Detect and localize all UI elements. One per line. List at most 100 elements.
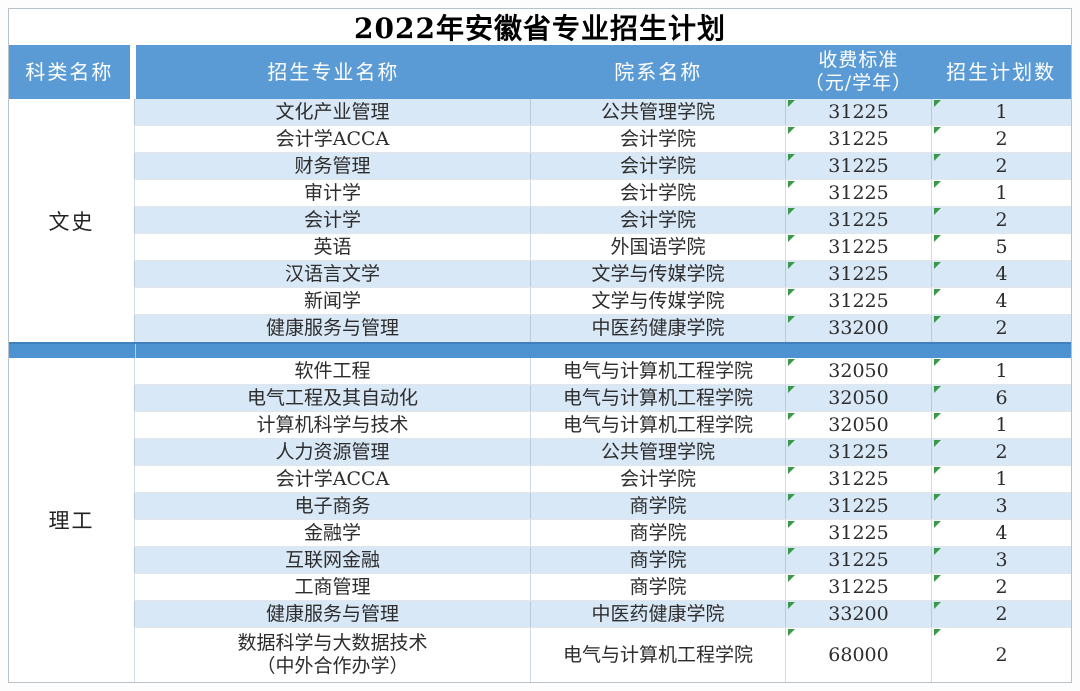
number-as-text-indicator-icon bbox=[788, 208, 795, 215]
major-cell: 互联网金融 bbox=[134, 547, 530, 573]
college-cell: 会计学院 bbox=[530, 466, 785, 492]
major-cell: 数据科学与大数据技术 （中外合作办学） bbox=[134, 628, 530, 682]
table-row: 人力资源管理 公共管理学院 31225 2 bbox=[134, 439, 1071, 466]
number-as-text-indicator-icon bbox=[788, 262, 795, 269]
college-cell: 公共管理学院 bbox=[530, 99, 785, 125]
plan-cell: 1 bbox=[931, 99, 1071, 125]
fee-cell: 31225 bbox=[785, 493, 931, 519]
enrollment-plan-table: 2022年安徽省专业招生计划 科类名称 招生专业名称 院系名称 收费标准 （元/… bbox=[8, 8, 1072, 683]
category-cell: 文史 bbox=[9, 99, 134, 342]
category-cell: 理工 bbox=[9, 358, 134, 682]
major-cell: 计算机科学与技术 bbox=[134, 412, 530, 438]
table-row: 电子商务 商学院 31225 3 bbox=[134, 493, 1071, 520]
college-cell: 电气与计算机工程学院 bbox=[530, 412, 785, 438]
section-rows: 软件工程 电气与计算机工程学院 32050 1 电气工程及其自动化 电气与计算机工程学院 3… bbox=[134, 358, 1071, 682]
fee-cell: 32050 bbox=[785, 412, 931, 438]
number-as-text-indicator-icon bbox=[934, 575, 941, 582]
plan-cell: 2 bbox=[931, 628, 1071, 682]
college-cell: 中医药健康学院 bbox=[530, 601, 785, 627]
table-row: 新闻学 文学与传媒学院 31225 4 bbox=[134, 288, 1071, 315]
plan-cell: 1 bbox=[931, 358, 1071, 384]
number-as-text-indicator-icon bbox=[934, 467, 941, 474]
number-as-text-indicator-icon bbox=[788, 359, 795, 366]
number-as-text-indicator-icon bbox=[788, 154, 795, 161]
plan-cell: 2 bbox=[931, 439, 1071, 465]
header-fee-line1: 收费标准 bbox=[818, 49, 899, 72]
college-cell: 商学院 bbox=[530, 493, 785, 519]
major-cell: 金融学 bbox=[134, 520, 530, 546]
major-cell: 电子商务 bbox=[134, 493, 530, 519]
major-cell: 健康服务与管理 bbox=[134, 315, 530, 342]
section-理工: 理工 软件工程 电气与计算机工程学院 32050 1 电气工程及其自动化 电气与计算机工程学… bbox=[9, 358, 1071, 682]
plan-cell: 4 bbox=[931, 261, 1071, 287]
fee-cell: 31225 bbox=[785, 466, 931, 492]
number-as-text-indicator-icon bbox=[788, 494, 795, 501]
number-as-text-indicator-icon bbox=[934, 154, 941, 161]
college-cell: 电气与计算机工程学院 bbox=[530, 385, 785, 411]
table-row: 财务管理 会计学院 31225 2 bbox=[134, 153, 1071, 180]
number-as-text-indicator-icon bbox=[934, 413, 941, 420]
college-cell: 电气与计算机工程学院 bbox=[530, 628, 785, 682]
college-cell: 会计学院 bbox=[530, 207, 785, 233]
fee-cell: 31225 bbox=[785, 439, 931, 465]
number-as-text-indicator-icon bbox=[934, 521, 941, 528]
plan-cell: 1 bbox=[931, 466, 1071, 492]
college-cell: 商学院 bbox=[530, 520, 785, 546]
fee-cell: 68000 bbox=[785, 628, 931, 682]
number-as-text-indicator-icon bbox=[934, 440, 941, 447]
fee-cell: 31225 bbox=[785, 153, 931, 179]
fee-cell: 31225 bbox=[785, 261, 931, 287]
number-as-text-indicator-icon bbox=[788, 602, 795, 609]
number-as-text-indicator-icon bbox=[934, 208, 941, 215]
college-cell: 商学院 bbox=[530, 547, 785, 573]
college-cell: 会计学院 bbox=[530, 180, 785, 206]
plan-cell: 1 bbox=[931, 412, 1071, 438]
plan-cell: 4 bbox=[931, 288, 1071, 314]
header-major: 招生专业名称 bbox=[267, 60, 400, 84]
major-cell: 会计学ACCA bbox=[134, 126, 530, 152]
college-cell: 文学与传媒学院 bbox=[530, 261, 785, 287]
major-cell: 审计学 bbox=[134, 180, 530, 206]
fee-cell: 31225 bbox=[785, 126, 931, 152]
major-cell: 英语 bbox=[134, 234, 530, 260]
major-cell: 会计学 bbox=[134, 207, 530, 233]
plan-cell: 1 bbox=[931, 180, 1071, 206]
table-row: 会计学 会计学院 31225 2 bbox=[134, 207, 1071, 234]
number-as-text-indicator-icon bbox=[934, 629, 941, 636]
table-row: 审计学 会计学院 31225 1 bbox=[134, 180, 1071, 207]
number-as-text-indicator-icon bbox=[934, 494, 941, 501]
table-row: 金融学 商学院 31225 4 bbox=[134, 520, 1071, 547]
table-row: 英语 外国语学院 31225 5 bbox=[134, 234, 1071, 261]
fee-cell: 32050 bbox=[785, 385, 931, 411]
plan-cell: 2 bbox=[931, 601, 1071, 627]
fee-cell: 31225 bbox=[785, 234, 931, 260]
major-cell: 健康服务与管理 bbox=[134, 601, 530, 627]
plan-cell: 4 bbox=[931, 520, 1071, 546]
number-as-text-indicator-icon bbox=[934, 235, 941, 242]
table-row: 软件工程 电气与计算机工程学院 32050 1 bbox=[134, 358, 1071, 385]
header-fee: 收费标准 （元/学年） bbox=[786, 45, 932, 99]
header-category: 科类名称 bbox=[9, 45, 136, 99]
major-cell: 人力资源管理 bbox=[134, 439, 530, 465]
major-cell: 会计学ACCA bbox=[134, 466, 530, 492]
fee-cell: 31225 bbox=[785, 288, 931, 314]
number-as-text-indicator-icon bbox=[788, 413, 795, 420]
section-rows: 文化产业管理 公共管理学院 31225 1 会计学ACCA 会计学院 31225 2 财务管理会… bbox=[134, 99, 1071, 342]
number-as-text-indicator-icon bbox=[788, 316, 795, 323]
fee-cell: 33200 bbox=[785, 601, 931, 627]
plan-cell: 6 bbox=[931, 385, 1071, 411]
table-row: 数据科学与大数据技术 （中外合作办学） 电气与计算机工程学院 68000 2 bbox=[134, 628, 1071, 682]
college-cell: 中医药健康学院 bbox=[530, 315, 785, 342]
fee-cell: 31225 bbox=[785, 520, 931, 546]
plan-cell: 5 bbox=[931, 234, 1071, 260]
plan-cell: 2 bbox=[931, 207, 1071, 233]
number-as-text-indicator-icon bbox=[788, 467, 795, 474]
major-cell: 工商管理 bbox=[134, 574, 530, 600]
number-as-text-indicator-icon bbox=[934, 289, 941, 296]
number-as-text-indicator-icon bbox=[788, 440, 795, 447]
plan-cell: 2 bbox=[931, 315, 1071, 342]
number-as-text-indicator-icon bbox=[788, 629, 795, 636]
major-cell: 软件工程 bbox=[134, 358, 530, 384]
number-as-text-indicator-icon bbox=[788, 289, 795, 296]
